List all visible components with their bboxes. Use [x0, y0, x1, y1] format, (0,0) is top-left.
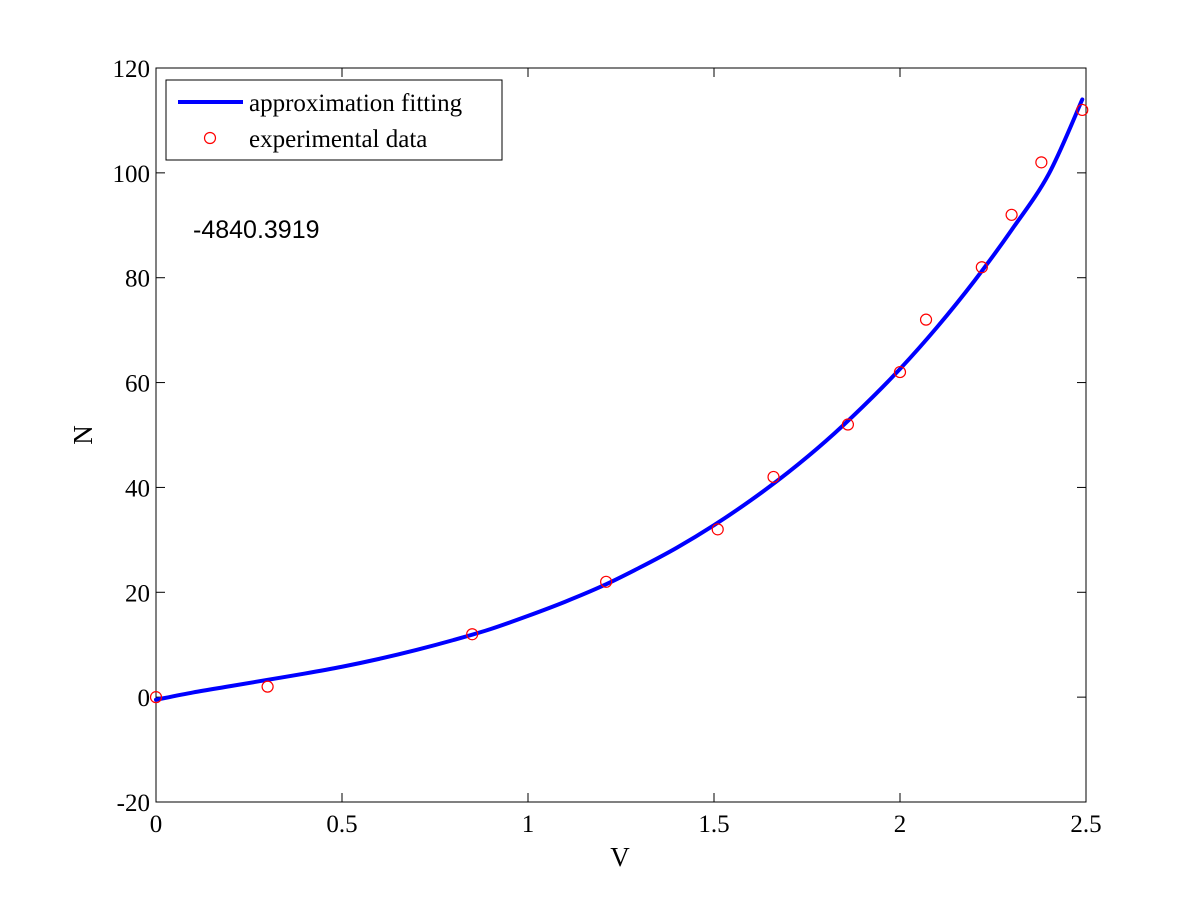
y-tick-label: -20	[117, 790, 150, 817]
experimental-data-point	[711, 523, 724, 536]
y-tick-label: 120	[113, 56, 151, 83]
experimental-data-point	[600, 575, 613, 588]
y-tick-label: 80	[125, 266, 150, 293]
experimental-data-point	[1035, 156, 1048, 169]
experimental-data-point	[466, 628, 479, 641]
experimental-data-point	[893, 365, 907, 379]
legend-marker-sample	[203, 131, 217, 145]
x-tick-label: 0	[150, 811, 163, 838]
x-axis-label: V	[610, 842, 630, 872]
experimental-data-point	[149, 691, 163, 704]
experimental-data-point	[767, 470, 780, 484]
y-axis-label: N	[68, 425, 98, 445]
y-tick-label: 20	[125, 580, 150, 607]
experimental-data-point	[975, 261, 988, 274]
x-tick-label: 1	[522, 811, 535, 838]
experimental-data-point	[841, 418, 855, 431]
approximation-fitting-line	[154, 97, 1085, 702]
x-tick-label: 2.5	[1070, 811, 1101, 838]
legend-box	[165, 79, 503, 161]
y-tick-label: 60	[125, 371, 150, 398]
experimental-data-point	[1076, 103, 1089, 117]
experimental-data-point	[1005, 208, 1018, 221]
x-tick-labels: 0 0.5 1 1.5 2 2.5	[150, 811, 1102, 838]
y-tick-label: 0	[138, 685, 151, 712]
legend: approximation fitting experimental data	[165, 79, 503, 161]
y-tick-label: 40	[125, 475, 150, 502]
experimental-data-point	[919, 313, 933, 326]
x-tick-label: 0.5	[326, 811, 357, 838]
legend-label-experimental-data: experimental data	[249, 126, 427, 153]
legend-label-approximation-fitting: approximation fitting	[249, 90, 463, 117]
y-tick-labels: -20 0 20 40 60 80 100 120	[113, 56, 151, 817]
series-layer	[149, 97, 1089, 704]
plot-area	[155, 67, 1087, 803]
x-tick-label: 1.5	[698, 811, 729, 838]
y-tick-label: 100	[113, 161, 151, 188]
fit-annotation: -4840.3919	[193, 216, 320, 244]
x-tick-label: 2	[894, 811, 907, 838]
experimental-data-point	[261, 680, 274, 693]
